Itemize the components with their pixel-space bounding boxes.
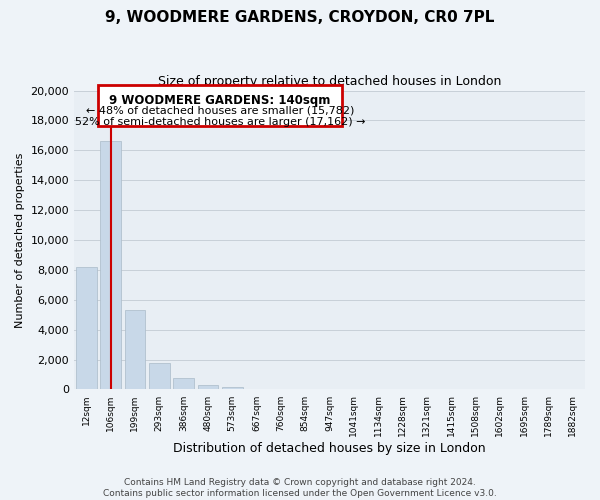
Bar <box>222 387 242 390</box>
Bar <box>149 362 170 390</box>
Bar <box>100 142 121 390</box>
Bar <box>197 385 218 390</box>
Bar <box>76 267 97 390</box>
Title: Size of property relative to detached houses in London: Size of property relative to detached ho… <box>158 75 501 88</box>
Text: ← 48% of detached houses are smaller (15,782): ← 48% of detached houses are smaller (15… <box>86 106 354 116</box>
Bar <box>98 84 341 126</box>
Text: 9 WOODMERE GARDENS: 140sqm: 9 WOODMERE GARDENS: 140sqm <box>109 94 331 106</box>
Y-axis label: Number of detached properties: Number of detached properties <box>15 152 25 328</box>
X-axis label: Distribution of detached houses by size in London: Distribution of detached houses by size … <box>173 442 486 455</box>
Text: Contains HM Land Registry data © Crown copyright and database right 2024.
Contai: Contains HM Land Registry data © Crown c… <box>103 478 497 498</box>
Text: 9, WOODMERE GARDENS, CROYDON, CR0 7PL: 9, WOODMERE GARDENS, CROYDON, CR0 7PL <box>106 10 494 25</box>
Text: 52% of semi-detached houses are larger (17,162) →: 52% of semi-detached houses are larger (… <box>75 118 365 128</box>
Bar <box>125 310 145 390</box>
Bar <box>173 378 194 390</box>
